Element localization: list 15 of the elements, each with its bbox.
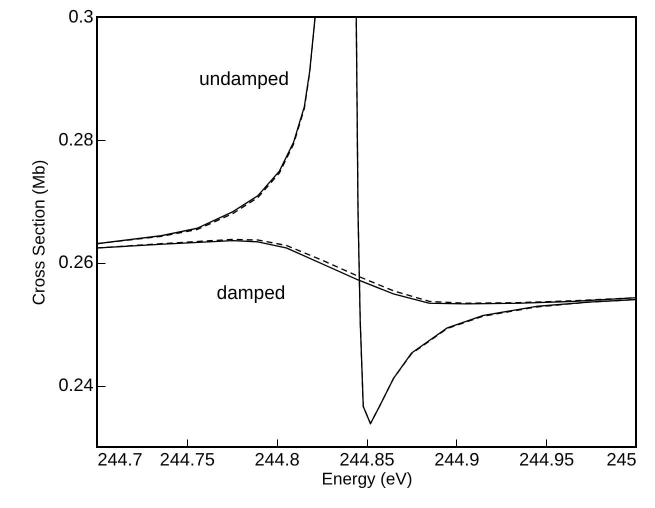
y-axis-title: Cross Section (Mb) bbox=[29, 160, 48, 306]
y-tick-label: 0.3 bbox=[68, 6, 94, 26]
x-tick-label: 244.9 bbox=[434, 450, 480, 470]
y-tick-label: 0.24 bbox=[58, 375, 94, 396]
x-tick-label: 244.8 bbox=[254, 450, 300, 470]
annotation: damped bbox=[216, 283, 286, 304]
y-tick-label: 0.28 bbox=[58, 129, 94, 150]
x-axis-title: Energy (eV) bbox=[322, 470, 412, 488]
y-tick-label: 0.26 bbox=[58, 252, 94, 272]
annotation: undamped bbox=[199, 69, 289, 90]
x-tick-label: 245 bbox=[606, 450, 636, 470]
x-tick-label: 244.7 bbox=[98, 450, 143, 470]
x-tick-label: 244.85 bbox=[339, 450, 395, 470]
x-tick-label: 244.95 bbox=[519, 450, 574, 470]
x-tick-label: 244.75 bbox=[160, 450, 215, 470]
